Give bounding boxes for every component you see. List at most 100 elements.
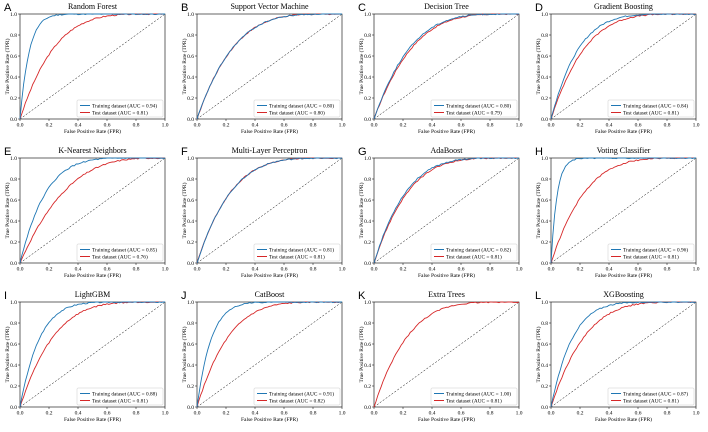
x-axis-label: False Positive Rate (FPR) [64,416,121,423]
x-tick-label: 0.0 [17,123,24,129]
x-tick-label: 0.8 [487,267,494,273]
plot-frame [196,13,343,120]
y-tick-label: 0.2 [541,96,548,102]
train-roc-line [196,157,343,264]
roc-panel-g: G AdaBoost 0.0 0.2 0.4 0.6 0.8 1.0 0.0 0.2 0.4 0.6 0… [358,146,523,279]
y-axis-label: True Positive Rate (TPR) [4,326,11,382]
legend-box [430,99,518,118]
y-tick-label: 0.6 [364,198,371,204]
y-tick-label: 0.0 [541,405,548,411]
y-tick-label: 0.2 [364,96,371,102]
x-tick-label: 0.8 [310,411,317,417]
x-tick-label: 1.0 [516,267,523,273]
panel-title: Support Vector Machine [230,2,309,11]
x-tick-label: 0.8 [133,411,140,417]
y-tick-label: 0.2 [187,240,194,246]
panel-letter: E [4,146,11,158]
y-axis-label: True Positive Rate (TPR) [358,326,365,382]
x-tick-label: 0.0 [371,411,378,417]
x-tick-label: 0.8 [310,267,317,273]
roc-panel-c: C Decision Tree 0.0 0.2 0.4 0.6 0.8 1.0 0.0 0.2 0.… [358,2,523,135]
panel-letter: A [4,2,12,14]
panel-title: LightGBM [75,290,111,299]
train-roc-line [196,13,342,120]
y-tick-label: 1.0 [364,156,371,162]
y-tick-label: 1.0 [10,156,17,162]
panel-title: K-Nearest Neighbors [58,146,126,155]
x-tick-label: 0.6 [281,267,288,273]
x-axis-label: False Positive Rate (FPR) [241,128,298,135]
x-tick-label: 0.0 [194,411,201,417]
y-tick-label: 0.4 [10,363,17,369]
x-tick-label: 0.8 [133,123,140,129]
x-tick-label: 0.6 [281,123,288,129]
y-tick-label: 0.6 [187,198,194,204]
x-tick-label: 0.2 [400,123,407,129]
y-tick-label: 0.4 [187,219,194,225]
x-axis-label: False Positive Rate (FPR) [595,272,652,279]
y-axis-label: True Positive Rate (TPR) [4,38,11,94]
panel-title: Gradient Boosting [594,2,653,11]
y-tick-label: 0.2 [364,384,371,390]
train-roc-line [373,157,520,264]
y-tick-label: 1.0 [364,12,371,18]
legend-test-label: Test dataset (AUC = 0.79) [446,109,502,116]
roc-panel-l: L XGBoosting 0.0 0.2 0.4 0.6 0.8 1.0 0.0 0.2 0.4 0.… [535,290,700,423]
plot-frame [373,301,520,408]
legend-train-label: Training dataset (AUC = 0.84) [623,102,688,109]
legend-test-label: Test dataset (AUC = 0.76) [92,253,148,260]
chance-diagonal [550,157,697,264]
plot-frame [19,157,166,264]
x-tick-label: 0.2 [223,123,230,129]
y-tick-label: 0.6 [187,342,194,348]
y-tick-label: 0.4 [541,75,548,81]
y-tick-label: 0.6 [541,198,548,204]
x-tick-label: 0.6 [458,123,465,129]
legend-test-label: Test dataset (AUC = 0.81) [446,397,502,404]
chance-diagonal [19,13,166,120]
plot-frame [373,157,520,264]
y-axis-label: True Positive Rate (TPR) [181,326,188,382]
legend-test-label: Test dataset (AUC = 0.81) [623,253,679,260]
y-tick-label: 1.0 [541,300,548,306]
y-tick-label: 0.6 [10,54,17,60]
legend-test-label: Test dataset (AUC = 0.81) [92,397,148,404]
y-tick-label: 0.8 [187,321,194,327]
legend-train-label: Training dataset (AUC = 0.85) [92,246,157,253]
y-tick-label: 0.4 [187,363,194,369]
y-tick-label: 1.0 [364,300,371,306]
x-tick-label: 1.0 [162,411,169,417]
x-tick-label: 0.0 [371,123,378,129]
y-tick-label: 0.0 [187,405,194,411]
chance-diagonal [196,301,343,408]
y-tick-label: 0.8 [187,177,194,183]
train-roc-line [550,157,696,264]
plot-frame [373,13,520,120]
y-tick-label: 1.0 [187,300,194,306]
legend-train-label: Training dataset (AUC = 1.00) [446,390,511,397]
test-roc-line [373,301,520,408]
train-roc-line [19,301,165,408]
roc-panel-f: F Multi-Layer Perceptron 0.0 0.2 0.4 0.6 0.8 1.… [181,146,346,279]
x-tick-label: 0.4 [75,123,82,129]
x-tick-label: 0.4 [606,411,613,417]
legend-box [607,387,695,406]
x-tick-label: 0.0 [194,267,201,273]
legend-train-label: Training dataset (AUC = 0.91) [269,390,334,397]
x-tick-label: 0.8 [664,123,671,129]
legend-test-label: Test dataset (AUC = 0.81) [623,397,679,404]
chance-diagonal [550,13,697,120]
x-tick-label: 0.2 [577,411,584,417]
y-tick-label: 0.0 [541,261,548,267]
panel-title: Multi-Layer Perceptron [232,146,308,155]
x-tick-label: 0.2 [46,123,53,129]
x-tick-label: 1.0 [162,123,169,129]
y-tick-label: 0.8 [364,177,371,183]
x-tick-label: 0.0 [17,267,24,273]
legend-box [76,99,164,118]
train-roc-line [373,13,519,120]
train-roc-line [19,13,165,120]
x-tick-label: 1.0 [516,123,523,129]
y-tick-label: 0.8 [364,33,371,39]
